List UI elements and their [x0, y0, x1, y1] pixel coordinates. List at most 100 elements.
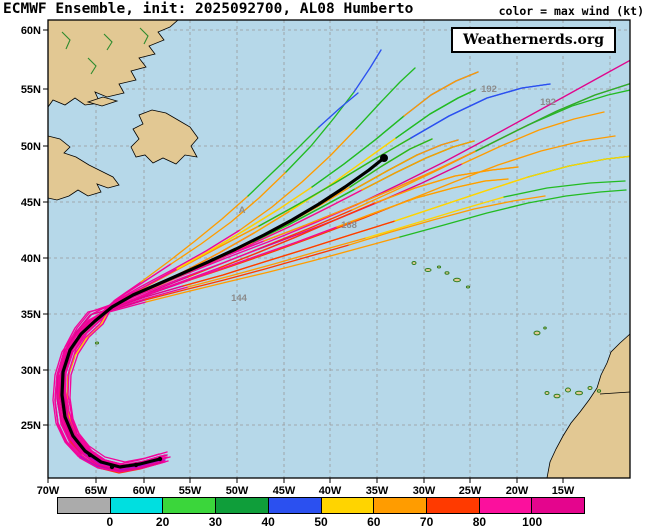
map-frame [47, 19, 631, 479]
forecast-hour-label: A [239, 205, 246, 216]
lat-label: 40N [21, 253, 41, 265]
forecast-hour-label: 144 [231, 293, 248, 304]
ensemble-track [289, 137, 397, 212]
lon-label: 70W [37, 485, 60, 497]
ensemble-track [475, 82, 630, 152]
lon-label: 30W [413, 485, 436, 497]
colorbar-segment [532, 498, 585, 513]
ensemble-track [170, 171, 287, 265]
ensemble-track [503, 180, 626, 198]
ensemble-track [527, 89, 630, 126]
river [61, 31, 71, 50]
ensemble-track [336, 178, 509, 228]
ensemble-track [403, 71, 479, 117]
colorbar [57, 497, 585, 514]
ocean [48, 20, 630, 478]
mean-track-end-dot [380, 154, 388, 162]
lon-label: 65W [85, 485, 108, 497]
ensemble-track [189, 199, 410, 281]
forecast-hour-label: 192 [540, 97, 556, 108]
lat-label: 50N [21, 141, 41, 153]
ensemble-track [247, 126, 320, 197]
mean-track-marker [87, 452, 93, 458]
island [575, 390, 583, 396]
island [533, 330, 541, 336]
colorbar-segment [321, 498, 375, 513]
ensemble-track [252, 188, 356, 243]
lat-label: 55N [21, 84, 41, 96]
ensemble-track [140, 195, 249, 283]
island [411, 261, 417, 265]
landmass-anticosti [86, 96, 119, 107]
island [565, 387, 571, 393]
island [553, 393, 561, 399]
ensemble-track [355, 59, 630, 206]
chart-title: ECMWF Ensemble, init: 2025092700, AL08 H… [3, 1, 414, 17]
watermark-label: Weathernerds.org [451, 27, 616, 53]
ensemble-track [353, 49, 382, 93]
island [424, 268, 432, 272]
mean-track-marker [109, 464, 115, 470]
island [544, 391, 550, 395]
ensemble-track [408, 135, 616, 201]
ensemble-track [361, 140, 475, 191]
ensemble-track [399, 189, 627, 238]
island [543, 326, 547, 330]
river [103, 33, 113, 51]
mean-track-marker [133, 462, 139, 468]
ensemble-track [348, 195, 546, 246]
landmass-maritimes [48, 135, 120, 201]
landmass-africa [546, 333, 630, 478]
island [596, 389, 602, 393]
island [444, 271, 450, 275]
colorbar-segment [479, 498, 533, 513]
colorbar-segment [216, 498, 269, 513]
ensemble-track [374, 166, 519, 204]
island [453, 277, 461, 283]
river [87, 57, 97, 75]
ensemble-track [144, 244, 350, 301]
forecast-hour-label: 192 [481, 84, 497, 95]
island [436, 265, 442, 269]
lon-label: 35W [366, 485, 389, 497]
lat-label: 60N [21, 25, 41, 37]
colorbar-segment [426, 498, 480, 513]
landmass-newfoundland [130, 109, 199, 165]
colorbar-segment [268, 498, 322, 513]
lon-label: 15W [552, 485, 575, 497]
ensemble-track [349, 138, 433, 188]
lat-label: 30N [21, 365, 41, 377]
island [94, 341, 100, 345]
ensemble-track [218, 202, 376, 269]
lon-label: 50W [226, 485, 249, 497]
lat-label: 25N [21, 420, 41, 432]
ensemble-track [182, 220, 396, 287]
ensemble-track [311, 115, 405, 188]
ensemble-track [355, 67, 416, 130]
map-content: 144 168 192 192 A [48, 20, 630, 478]
country-border [599, 391, 630, 395]
lon-label: 20W [506, 485, 529, 497]
lon-label: 55W [179, 485, 202, 497]
colorbar-segment [58, 498, 111, 513]
island [587, 386, 593, 390]
ensemble-track [461, 111, 605, 165]
mean-track-marker [157, 456, 163, 462]
ensemble-track [263, 150, 477, 242]
ensemble-track [187, 237, 367, 288]
ensemble-track [64, 268, 178, 463]
ensemble-track [239, 128, 357, 231]
river [139, 27, 149, 45]
ensemble-track [410, 83, 551, 139]
lon-label: 45W [273, 485, 296, 497]
ensemble-track [145, 236, 401, 303]
lon-label: 40W [319, 485, 342, 497]
color-scale-caption: color = max wind (kt) [498, 4, 644, 18]
lat-label: 35N [21, 309, 41, 321]
forecast-hour-label: 168 [341, 220, 357, 231]
mean-track [60, 156, 386, 469]
ensemble-track [318, 92, 359, 128]
ensemble-track [54, 226, 338, 473]
colorbar-segment [163, 498, 217, 513]
